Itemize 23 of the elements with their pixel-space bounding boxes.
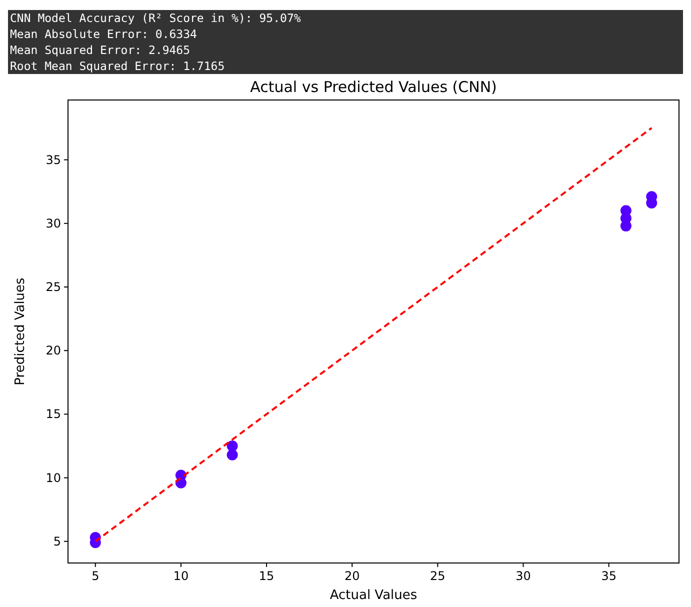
text: CNN Model Accuracy (R² Score in %): 95.07% <box>10 11 301 25</box>
x-tick-label: 5 <box>92 569 100 583</box>
point <box>226 449 238 460</box>
x-axis-title: Actual Values <box>330 588 418 603</box>
y-tick-label: 10 <box>46 470 61 485</box>
y-tick-label: 15 <box>46 407 61 422</box>
y-tick-label: 20 <box>46 344 61 358</box>
x-tick-label: 20 <box>344 569 360 583</box>
x-tick-label: 15 <box>258 569 274 583</box>
x-tick-label: 30 <box>516 569 531 583</box>
x-tick-label: 10 <box>173 569 189 583</box>
text: Mean Squared Error: 2.9465 <box>10 43 190 57</box>
text: Root Mean Squared Error: 1.7165 <box>10 59 225 73</box>
chart-title: Actual vs Predicted Values (CNN) <box>250 78 497 96</box>
y-tick-label: 5 <box>53 534 61 548</box>
x-tick-label: 35 <box>601 569 616 583</box>
x-tick-label: 25 <box>430 569 446 583</box>
y-tick-label: 30 <box>46 216 61 230</box>
point <box>226 440 238 452</box>
y-axis-title: Predicted Values <box>13 277 28 386</box>
text: Mean Absolute Error: 0.6334 <box>10 27 198 41</box>
y-tick-label: 35 <box>46 152 61 167</box>
y-tick-label: 25 <box>46 280 61 294</box>
